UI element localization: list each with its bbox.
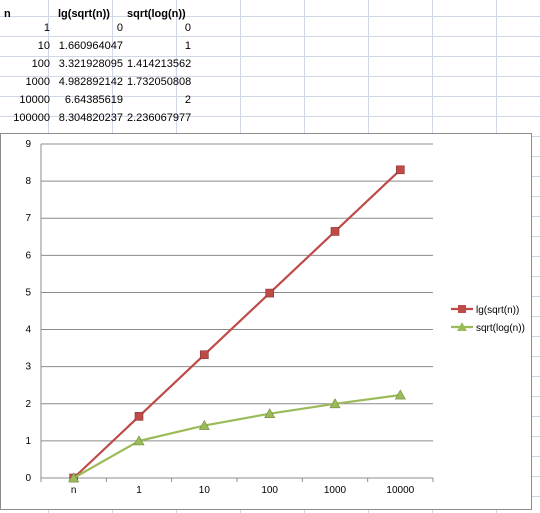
cell-sqrt-log[interactable]: 1.732050808 — [127, 76, 192, 88]
x-tick-label: 10 — [199, 485, 211, 496]
header-cell-sqrt-log[interactable]: sqrt(log(n)) — [127, 8, 186, 20]
y-tick-label: 7 — [25, 213, 31, 224]
header-cell-n[interactable]: n — [4, 8, 11, 20]
data-point-triangle — [68, 472, 80, 483]
y-tick-label: 6 — [25, 250, 31, 261]
cell-lg-sqrt[interactable]: 8.304820237 — [58, 112, 123, 124]
legend-marker-triangle — [457, 322, 467, 331]
data-point-triangle — [264, 408, 276, 419]
x-tick-label: 10000 — [386, 485, 414, 496]
y-tick-label: 9 — [25, 139, 31, 150]
cell-n[interactable]: 10000 — [19, 94, 50, 106]
cell-lg-sqrt[interactable]: 1.660964047 — [58, 40, 123, 52]
header-cell-lg-sqrt[interactable]: lg(sqrt(n)) — [58, 8, 110, 20]
cell-lg-sqrt[interactable]: 4.982892142 — [58, 76, 123, 88]
data-point-square — [265, 288, 274, 298]
data-point-triangle — [394, 389, 406, 400]
cell-sqrt-log[interactable]: 2.236067977 — [127, 112, 192, 124]
data-point-triangle — [329, 398, 341, 409]
y-tick-label: 3 — [25, 362, 31, 373]
y-tick-label: 4 — [25, 325, 31, 336]
legend-marker-square — [458, 305, 466, 313]
x-tick-label: n — [71, 485, 77, 496]
x-tick-label: 1 — [136, 485, 142, 496]
data-point-square — [200, 350, 209, 360]
cell-n[interactable]: 10 — [37, 40, 50, 52]
cell-sqrt-log[interactable]: 1 — [184, 40, 191, 52]
data-point-square — [396, 165, 405, 175]
cell-sqrt-log[interactable]: 0 — [184, 22, 191, 34]
data-point-square — [134, 412, 144, 421]
x-tick-label: 100 — [261, 485, 278, 496]
y-tick-label: 2 — [25, 399, 31, 410]
x-tick-label: 1000 — [324, 485, 347, 496]
data-point-triangle — [133, 435, 145, 446]
series-line-0 — [72, 168, 402, 479]
cell-sqrt-log[interactable]: 2 — [184, 94, 191, 106]
cell-n[interactable]: 100 — [31, 58, 50, 70]
legend-label: sqrt(log(n)) — [476, 323, 525, 334]
y-tick-label: 0 — [25, 473, 31, 484]
cell-n[interactable]: 1000 — [25, 76, 50, 88]
cell-lg-sqrt[interactable]: 6.64385619 — [64, 94, 123, 106]
legend-label: lg(sqrt(n)) — [476, 305, 519, 316]
y-tick-label: 1 — [25, 436, 31, 447]
y-tick-label: 8 — [25, 176, 31, 187]
cell-n[interactable]: 100000 — [13, 112, 50, 124]
cell-sqrt-log[interactable]: 1.414213562 — [127, 58, 192, 70]
cell-lg-sqrt[interactable]: 0 — [116, 22, 123, 34]
chart-canvas: 0 1 2 3 4 5 6 7 8 9 n 1 10 100 1000 10000 lg(sqrt(n)) sq… — [25, 139, 525, 496]
data-point-triangle — [198, 419, 210, 430]
line-chart[interactable]: 0 1 2 3 4 5 6 7 8 9 n 1 10 100 1000 10000 lg(sqrt(n)) sq… — [0, 133, 532, 510]
cell-n[interactable]: 1 — [43, 22, 50, 34]
series-line-1 — [73, 393, 401, 479]
y-tick-label: 5 — [25, 287, 31, 298]
cell-lg-sqrt[interactable]: 3.321928095 — [58, 58, 123, 70]
data-point-square — [330, 227, 340, 236]
